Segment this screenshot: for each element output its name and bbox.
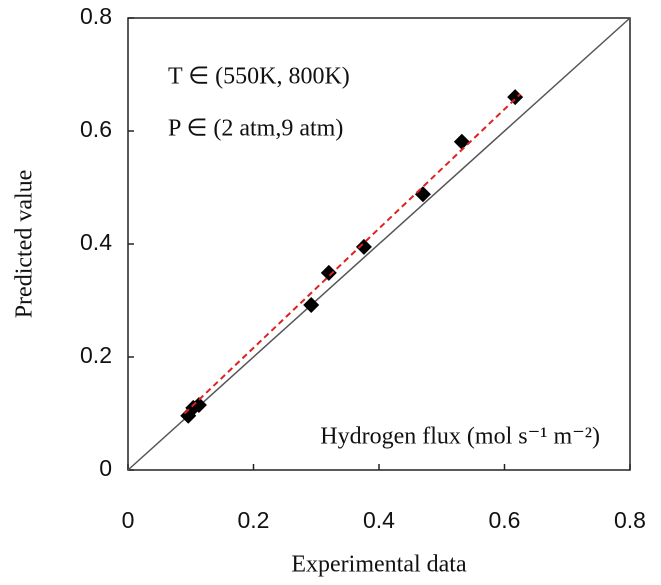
x-tick-label: 0.8 xyxy=(614,507,646,533)
x-tick-label: 0.4 xyxy=(363,507,395,533)
point xyxy=(355,238,372,255)
y-tick-label: 0.2 xyxy=(80,342,112,368)
reference-line xyxy=(127,17,631,471)
x-tick-label: 0 xyxy=(122,507,135,533)
y-tick-label: 0.6 xyxy=(80,116,112,142)
x-axis-title: Experimental data xyxy=(291,552,467,578)
annotation: Hydrogen flux (mol s⁻¹ m⁻²) xyxy=(320,424,600,450)
fit-line xyxy=(183,93,521,415)
x-tick-label: 0.2 xyxy=(238,507,270,533)
point xyxy=(453,133,470,150)
point xyxy=(190,397,207,414)
point xyxy=(507,89,524,106)
point xyxy=(303,297,320,314)
y-tick-label: 0.8 xyxy=(80,3,112,29)
point xyxy=(320,264,337,281)
annotation: T ∈ (550K, 800K) xyxy=(168,64,350,90)
y-axis-title: Predicted value xyxy=(12,170,38,319)
x-tick-label: 0.6 xyxy=(489,507,521,533)
annotation: P ∈ (2 atm,9 atm) xyxy=(168,116,343,142)
y-tick-label: 0 xyxy=(99,455,112,481)
y-tick-label: 0.4 xyxy=(80,229,112,255)
